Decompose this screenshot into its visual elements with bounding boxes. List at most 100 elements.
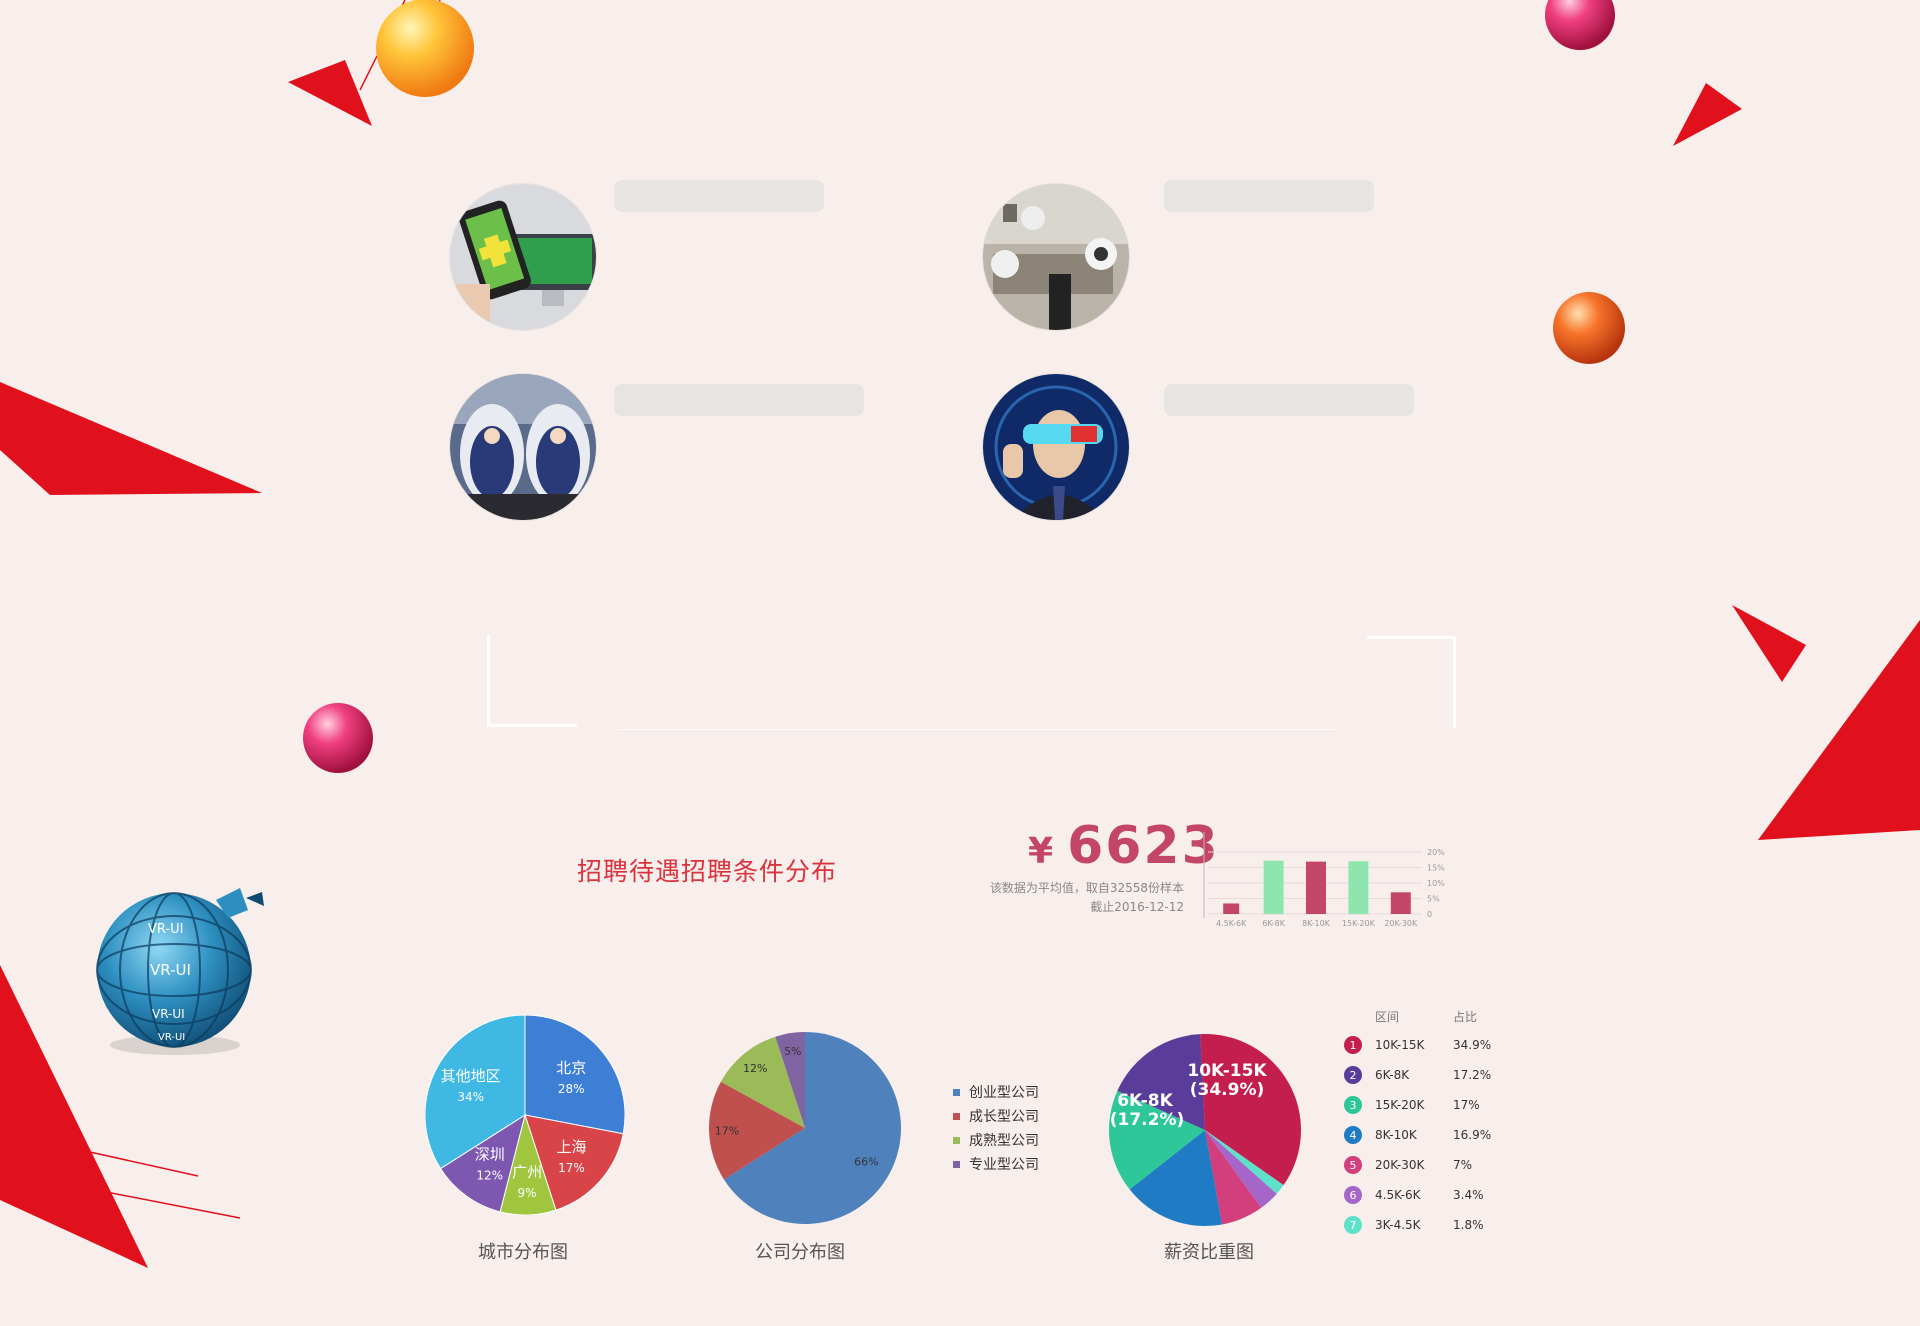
legend-label: 成长型公司 <box>969 1109 1039 1125</box>
share-cell: 3.4% <box>1453 1188 1484 1202</box>
range-cell: 20K-30K <box>1375 1158 1425 1172</box>
bar-category-label: 20K-30K <box>1384 919 1418 928</box>
company-slice-value: 17% <box>715 1124 739 1137</box>
legend-swatch <box>953 1112 960 1120</box>
share-cell: 34.9% <box>1453 1038 1492 1052</box>
card-title-placeholder <box>1164 180 1374 212</box>
rank-badge: 7 <box>1344 1216 1362 1234</box>
range-cell: 6K-8K <box>1375 1068 1410 1082</box>
city-pie-chart: 北京 28% 上海 17% 广州 9% 深圳 12% 其他地区 34% <box>425 1015 625 1215</box>
pie-slice-8K-10K <box>1129 1130 1222 1226</box>
pie-slice-4.5K-6K <box>1205 1130 1277 1208</box>
bar-category-label: 6K-8K <box>1262 919 1285 928</box>
section-title: 招聘待遇招聘条件分布 <box>577 857 838 886</box>
bar-6K-8K <box>1263 860 1284 914</box>
table-row: 7 3K-4.5K 1.8% <box>1344 1210 1513 1240</box>
city-slice-value: 17% <box>558 1161 585 1175</box>
legend-item: 成熟型公司 <box>953 1128 1039 1152</box>
pie-slice-专业型公司 <box>775 1032 805 1128</box>
legend-swatch <box>953 1136 960 1144</box>
salary-range-table: 区间 占比 1 10K-15K 34.9% 2 6K-8K 17.2% 3 15K-20K 17… <box>1344 1008 1513 1240</box>
share-cell: 16.9% <box>1453 1128 1492 1142</box>
table-row: 5 20K-30K 7% <box>1344 1150 1513 1180</box>
red-triangle-decor <box>0 60 1920 1268</box>
pie-slice-创业型公司 <box>723 1032 901 1224</box>
salary-inner-label-value: (17.2%) <box>1110 1110 1185 1130</box>
glossy-sphere-decor <box>303 0 1625 773</box>
pie-slice-6K-8K <box>1117 1034 1205 1130</box>
vr-headset-man-photo-icon <box>983 374 1129 520</box>
card-title-placeholder <box>614 384 864 416</box>
city-slice-value: 12% <box>476 1169 503 1183</box>
card-title-placeholder <box>614 180 824 212</box>
share-cell: 17.2% <box>1453 1068 1492 1082</box>
city-slice-label: 广州 <box>512 1163 542 1181</box>
table-header-share: 占比 <box>1453 1010 1478 1024</box>
card-title-placeholder <box>1164 384 1414 416</box>
bar-15K-20K <box>1348 861 1369 914</box>
globe-label: VR-UI <box>150 961 191 979</box>
rank-badge: 6 <box>1344 1186 1362 1204</box>
city-slice-value: 34% <box>457 1090 484 1104</box>
range-cell: 4.5K-6K <box>1375 1188 1421 1202</box>
bar-ytick-label: 15% <box>1427 864 1445 873</box>
bar-ytick-label: 10% <box>1427 879 1445 888</box>
share-cell: 1.8% <box>1453 1218 1484 1232</box>
pie-slice-成熟型公司 <box>720 1036 805 1128</box>
city-slice-value: 28% <box>558 1082 585 1096</box>
globe-label: VR-UI <box>158 1032 185 1043</box>
company-chart-caption: 公司分布图 <box>755 1242 845 1263</box>
rank-badge: 5 <box>1344 1156 1362 1174</box>
rank-badge: 1 <box>1344 1036 1362 1054</box>
company-slice-value: 12% <box>743 1062 767 1075</box>
bar-category-label: 4.5K-6K <box>1216 919 1247 928</box>
globe-label: VR-UI <box>148 922 183 937</box>
share-cell: 17% <box>1453 1098 1480 1112</box>
table-row: 4 8K-10K 16.9% <box>1344 1120 1513 1150</box>
share-cell: 7% <box>1453 1158 1473 1172</box>
currency-symbol: ¥ <box>1028 831 1054 872</box>
legend-swatch <box>953 1160 960 1168</box>
range-cell: 8K-10K <box>1375 1128 1417 1142</box>
legend-label: 成熟型公司 <box>969 1133 1039 1149</box>
average-salary: ¥6623 <box>1028 816 1220 876</box>
salary-date: 截止2016-12-12 <box>1090 900 1184 914</box>
bar-category-label: 15K-20K <box>1342 919 1376 928</box>
legend-item: 创业型公司 <box>953 1080 1039 1104</box>
average-salary-value: 6623 <box>1067 816 1220 876</box>
table-row: 2 6K-8K 17.2% <box>1344 1060 1513 1090</box>
bar-ytick-label: 20% <box>1427 848 1445 857</box>
table-row: 3 15K-20K 17% <box>1344 1090 1513 1120</box>
range-cell: 10K-15K <box>1375 1038 1425 1052</box>
bar-ytick-label: 5% <box>1427 895 1440 904</box>
pie-slice-上海 <box>524 1114 624 1211</box>
city-chart-caption: 城市分布图 <box>478 1242 568 1263</box>
range-cell: 3K-4.5K <box>1375 1218 1421 1232</box>
salary-chart-caption: 薪资比重图 <box>1164 1242 1254 1263</box>
city-slice-value: 9% <box>518 1186 537 1200</box>
smart-home-photo-icon <box>983 184 1129 330</box>
vr-seats-photo-icon <box>450 374 596 520</box>
company-slice-value: 5% <box>784 1045 801 1058</box>
legend-label: 专业型公司 <box>969 1157 1039 1173</box>
company-legend: 创业型公司成长型公司成熟型公司专业型公司 <box>953 1080 1039 1176</box>
pie-slice-北京 <box>524 1015 625 1135</box>
range-cell: 15K-20K <box>1375 1098 1425 1112</box>
table-header-range: 区间 <box>1375 1010 1400 1024</box>
legend-swatch <box>953 1088 960 1096</box>
globe-label: VR-UI <box>152 1007 185 1021</box>
salary-inner-label-value: (34.9%) <box>1190 1080 1265 1100</box>
city-slice-label: 北京 <box>556 1059 586 1077</box>
salary-inner-label-name: 10K-15K <box>1187 1061 1267 1081</box>
rank-badge: 3 <box>1344 1096 1362 1114</box>
vr-globe-decor: VR-UI VR-UI VR-UI VR-UI <box>96 888 264 1055</box>
pie-slice-20K-30K <box>1205 1130 1262 1225</box>
mobile-pc-photo-icon <box>450 184 596 330</box>
company-pie-chart: 66% 17% 12% 5% <box>709 1032 901 1224</box>
bar-20K-30K <box>1390 892 1411 914</box>
bar-4.5K-6K <box>1223 903 1240 914</box>
company-slice-value: 66% <box>854 1156 878 1169</box>
legend-item: 专业型公司 <box>953 1152 1039 1176</box>
salary-note: 该数据为平均值，取自32558份样本 <box>989 881 1184 895</box>
